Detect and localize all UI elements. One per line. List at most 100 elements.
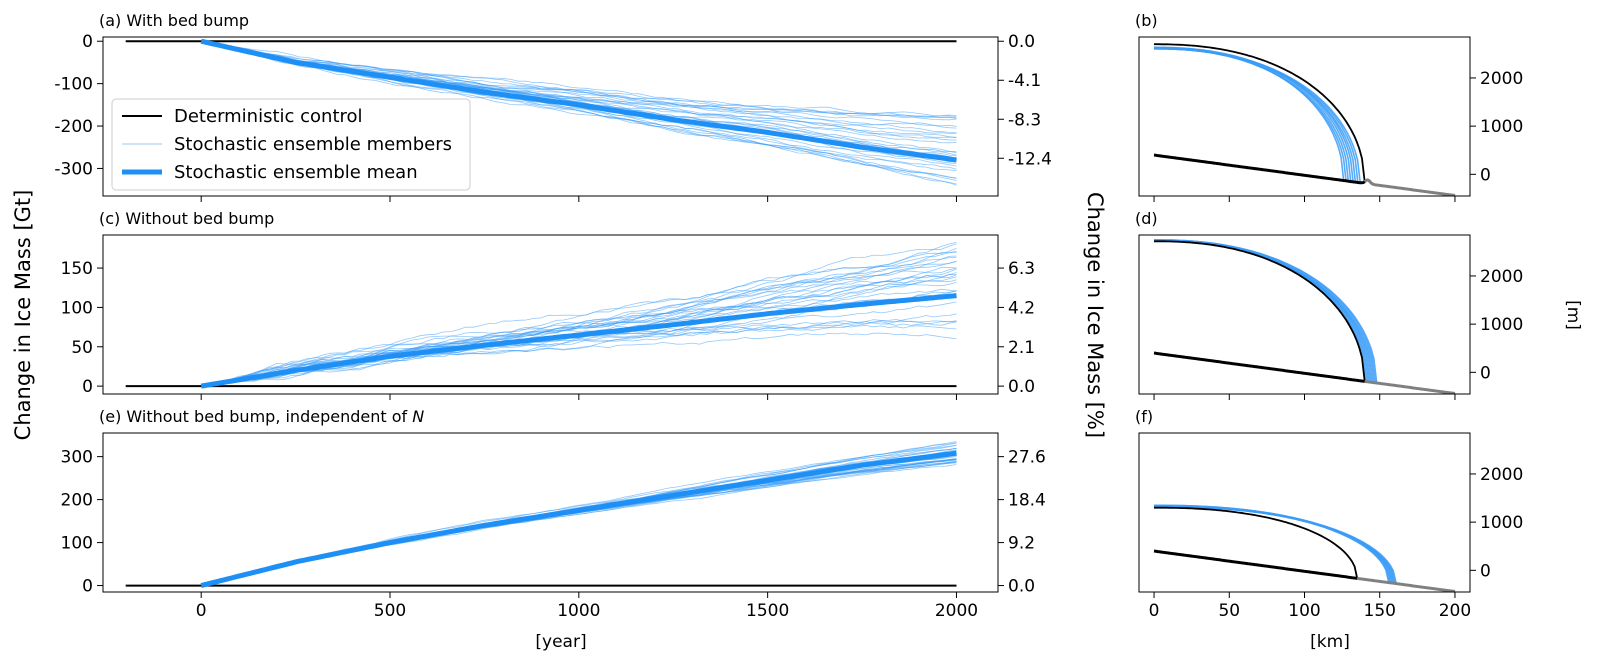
xtick-label: 1000	[557, 601, 600, 621]
plot-area	[1154, 505, 1455, 591]
ensemble-member-line	[201, 465, 956, 586]
plot-area	[1154, 240, 1455, 394]
ensemble-member-line	[201, 460, 956, 585]
right-tick-label: 0.0	[1008, 377, 1035, 397]
ensemble-member-line	[201, 321, 956, 386]
plot-area	[1154, 44, 1455, 195]
ytick-label: 300	[61, 448, 93, 468]
ensemble-member-surface	[1154, 241, 1368, 382]
ensemble-member-line	[201, 442, 956, 586]
ytick-label: 0	[1480, 561, 1491, 581]
panel-title: (d)	[1135, 209, 1158, 228]
left-ylabel: Change in Ice Mass [Gt]	[11, 190, 35, 441]
xtick-label: 100	[1288, 601, 1320, 621]
panel-frame	[103, 235, 998, 394]
bed-ocean-line	[1365, 381, 1455, 393]
ensemble-member-line	[201, 459, 956, 585]
panel-title-math: N	[412, 407, 424, 426]
plot-area	[126, 442, 957, 586]
ensemble-member-line	[201, 320, 956, 387]
ytick-label: 0	[82, 32, 93, 52]
panel-d: (d) 0 1000 2000	[1135, 209, 1523, 400]
plot-area	[126, 242, 957, 386]
xtick-label: 50	[1218, 601, 1240, 621]
right-tick-label: 0.0	[1008, 32, 1035, 52]
ensemble-member-surface	[1154, 241, 1366, 382]
right-tick-label: -8.3	[1008, 110, 1041, 130]
ensemble-member-surface	[1154, 241, 1371, 382]
panel-title: (f)	[1135, 407, 1153, 426]
ytick-label: 1000	[1480, 315, 1523, 335]
ytick-label: -300	[54, 159, 93, 179]
right-ylabel: Change in Ice Mass [%]	[1083, 192, 1107, 438]
time-xlabel: [year]	[535, 632, 586, 652]
legend-members-label: Stochastic ensemble members	[174, 134, 452, 155]
bed-grounded-line	[1154, 551, 1357, 578]
right-tick-label: 2.1	[1008, 338, 1035, 358]
bed-grounded-line	[1154, 155, 1365, 183]
ensemble-member-surface	[1154, 48, 1344, 181]
xtick-label: 0	[1149, 601, 1160, 621]
ytick-label: 0	[1480, 363, 1491, 383]
ensemble-member-line	[201, 463, 956, 586]
ensemble-member-line	[201, 457, 956, 586]
panel-frame	[1139, 37, 1470, 196]
xtick-label: 0	[196, 601, 207, 621]
ensemble-member-surface	[1154, 507, 1394, 584]
ensemble-member-surface	[1154, 507, 1395, 584]
xtick-label: 2000	[935, 601, 978, 621]
ensemble-member-line	[201, 314, 956, 386]
panel-e: (e) Without bed bump, independent of N 0 1…	[61, 407, 1046, 621]
ytick-label: 200	[61, 491, 93, 511]
panel-title: (a) With bed bump	[99, 11, 249, 30]
legend-mean-label: Stochastic ensemble mean	[174, 162, 418, 183]
xtick-label: 1500	[746, 601, 789, 621]
right-tick-label: 9.2	[1008, 534, 1035, 554]
panel-title: (b)	[1135, 11, 1158, 30]
ytick-label: 100	[61, 534, 93, 554]
bed-ocean-line	[1357, 578, 1455, 591]
right-tick-label: 18.4	[1008, 491, 1046, 511]
xtick-label: 150	[1364, 601, 1396, 621]
ensemble-member-line	[201, 460, 956, 586]
ensemble-member-surface	[1154, 506, 1393, 583]
ytick-label: 0	[82, 377, 93, 397]
ytick-label: 2000	[1480, 69, 1523, 89]
ytick-label: 0	[82, 577, 93, 597]
right-tick-label: 0.0	[1008, 577, 1035, 597]
right-tick-label: -12.4	[1008, 149, 1052, 169]
right-tick-label: 27.6	[1008, 448, 1046, 468]
ytick-label: 50	[71, 338, 93, 358]
ensemble-member-line	[201, 321, 956, 386]
panel-f: (f) 0 1000 2000 0 50 100 150 200	[1135, 407, 1523, 621]
bed-ocean-line	[1365, 180, 1455, 196]
bed-grounded-line	[1154, 353, 1365, 381]
ensemble-member-line	[201, 461, 956, 585]
ytick-label: 1000	[1480, 513, 1523, 533]
ytick-label: 1000	[1480, 117, 1523, 137]
ensemble-member-line	[201, 462, 956, 586]
ensemble-member-line	[201, 302, 956, 386]
ensemble-member-line	[201, 459, 956, 585]
ensemble-member-line	[201, 460, 956, 586]
legend-control-label: Deterministic control	[174, 106, 363, 127]
right-tick-label: 4.2	[1008, 298, 1035, 318]
ensemble-member-line	[201, 459, 956, 585]
profile-ylabel: [m]	[1563, 300, 1583, 330]
ensemble-member-surface	[1154, 506, 1396, 583]
ensemble-member-line	[201, 461, 956, 585]
panel-c: (c) Without bed bump 0 50 100 150 0.0 2.1 4.2 6.…	[61, 209, 1036, 400]
xtick-label: 500	[374, 601, 406, 621]
control-surface	[1154, 508, 1357, 579]
xtick-label: 200	[1439, 601, 1471, 621]
ensemble-member-surface	[1154, 49, 1348, 182]
ensemble-member-line	[201, 462, 956, 585]
ytick-label: -200	[54, 117, 93, 137]
panel-b: (b) 0 1000 2000	[1135, 11, 1523, 202]
ensemble-member-surface	[1154, 506, 1390, 583]
panel-title: (e) Without bed bump, independent of N	[99, 407, 424, 426]
ytick-label: 100	[61, 298, 93, 318]
ytick-label: -100	[54, 75, 93, 95]
right-tick-label: -4.1	[1008, 71, 1041, 91]
